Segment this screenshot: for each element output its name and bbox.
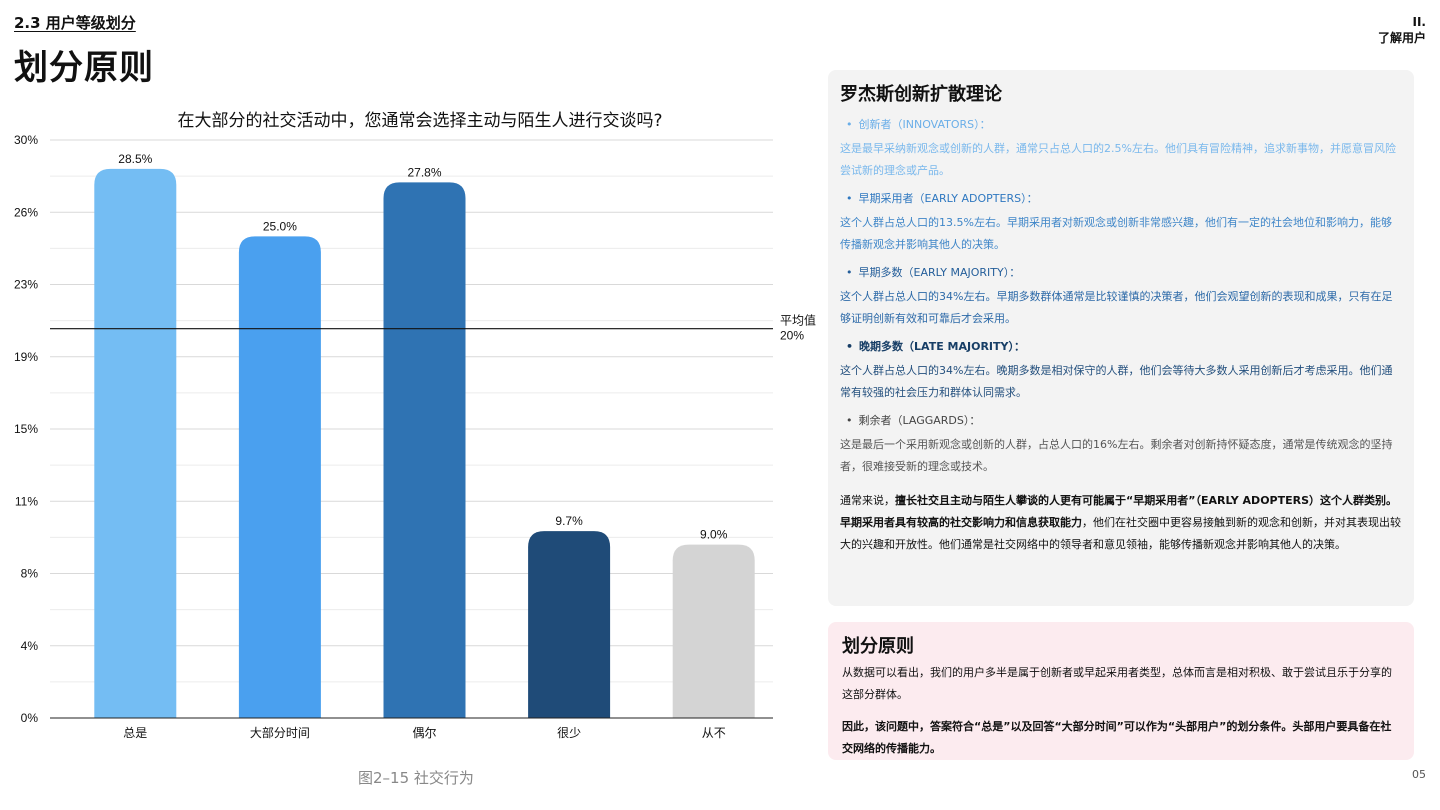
theory-item-body: 这是最后一个采用新观念或创新的人群，占总人口的16%左右。剩余者对创新持怀疑态度… [840,438,1393,473]
section-label: 2.3 用户等级划分 [14,14,136,32]
chapter-marker: II. 了解用户 [1378,14,1426,46]
bullet-icon: • [846,414,853,427]
bar-value-label: 28.5% [118,152,152,166]
theory-item-head: • 早期多数（EARLY MAJORITY）： [846,264,1402,280]
bullet-icon: • [846,118,853,131]
theory-item-body: 这个人群占总人口的13.5%左右。早期采用者对新观念或创新非常感兴趣，他们有一定… [840,216,1392,251]
x-tick-label: 总是 [123,726,147,740]
theory-item-head: • 晚期多数（LATE MAJORITY）： [846,338,1402,354]
bar [672,544,755,718]
bar [383,182,466,718]
theory-item-label: 早期多数（EARLY MAJORITY）： [858,266,1021,279]
bar [238,236,321,719]
theory-item-label: 晚期多数（LATE MAJORITY）： [859,340,1025,353]
theory-item-label: 早期采用者（EARLY ADOPTERS）： [858,192,1038,205]
theory-item-head: • 创新者（INNOVATORS）： [846,116,1402,132]
y-tick-label: 23% [14,278,38,292]
average-label: 平均值 [780,313,816,328]
x-tick-label: 大部分时间 [250,725,310,740]
y-tick-label: 26% [14,205,38,219]
principle-title: 划分原则 [842,636,914,657]
summary-rest: ，他们在社交圈中更容易接触到新的观念和创新，并对其表现出较大的兴趣和开放性。他们… [840,516,1401,551]
theory-item-body: 这是最早采纳新观念或创新的人群，通常只占总人口的2.5%左右。他们具有冒险精神，… [840,142,1396,177]
chapter-number: II. [1412,15,1427,29]
bullet-icon: • [846,340,854,353]
bullet-icon: • [846,192,853,205]
theory-item-head: • 早期采用者（EARLY ADOPTERS）： [846,190,1402,206]
theory-item-head: • 剩余者（LAGGARDS）： [846,412,1402,428]
y-tick-label: 4% [21,639,39,653]
principle-body: 从数据可以看出，我们的用户多半是属于创新者或早起采用者类型，总体而言是相对积极、… [842,666,1392,701]
bar-chart: 在大部分的社交活动中，您通常会选择主动与陌生人进行交谈吗? 0% 4% 8% 11% 1… [0,98,830,798]
bar [528,531,611,718]
theory-title: 罗杰斯创新扩散理论 [840,84,1002,105]
chart-title: 在大部分的社交活动中，您通常会选择主动与陌生人进行交谈吗? [177,111,663,131]
y-tick-label: 0% [21,711,39,725]
summary-prefix: 通常来说， [840,494,895,507]
average-value-label: 20% [780,329,804,343]
bar [94,168,177,718]
x-tick-label: 从不 [702,726,726,740]
bar-value-label: 25.0% [263,219,297,233]
bar-value-label: 9.0% [700,528,728,542]
x-tick-label: 偶尔 [412,725,436,740]
diffusion-theory-card: 罗杰斯创新扩散理论 • 创新者（INNOVATORS）： 这是最早采纳新观念或创新… [828,70,1414,606]
bullet-icon: • [846,266,853,279]
chapter-name: 了解用户 [1377,31,1426,45]
theory-item-body: 这个人群占总人口的34%左右。晚期多数是相对保守的人群，他们会等待大多数人采用创… [840,364,1393,399]
principle-conclusion: 因此，该问题中，答案符合“总是”以及回答“大部分时间”可以作为“头部用户”的划分… [842,720,1392,755]
theory-summary: 通常来说，擅长社交且主动与陌生人攀谈的人更有可能属于“早期采用者”（EARLY … [840,490,1402,556]
theory-item-label: 剩余者（LAGGARDS）： [858,414,981,427]
bar-value-label: 9.7% [555,514,583,528]
y-tick-label: 30% [14,133,38,147]
x-tick-label: 很少 [557,726,581,740]
theory-item-label: 创新者（INNOVATORS）： [858,118,991,131]
y-tick-label: 11% [15,494,38,508]
y-tick-label: 15% [14,422,38,436]
page-number: 05 [1412,768,1426,781]
bar-value-label: 27.8% [407,165,441,179]
y-tick-label: 19% [14,350,38,364]
y-tick-label: 8% [21,567,39,581]
chart-canvas: 0% 4% 8% 11% 15% 19% 23% 26% 30% 28.5% 总是 25.0% 大部分时… [14,133,816,740]
page-title: 划分原则 [14,48,154,88]
principle-card: 划分原则 从数据可以看出，我们的用户多半是属于创新者或早起采用者类型，总体而言是… [828,622,1414,760]
figure-caption: 图2–15 社交行为 [358,769,474,787]
theory-item-body: 这个人群占总人口的34%左右。早期多数群体通常是比较谨慎的决策者，他们会观望创新… [840,290,1393,325]
summary-emphasis: 擅长社交且主动与陌生人攀谈的人更有可能属于“早期采用者”（EARLY ADOPT… [840,494,1398,529]
